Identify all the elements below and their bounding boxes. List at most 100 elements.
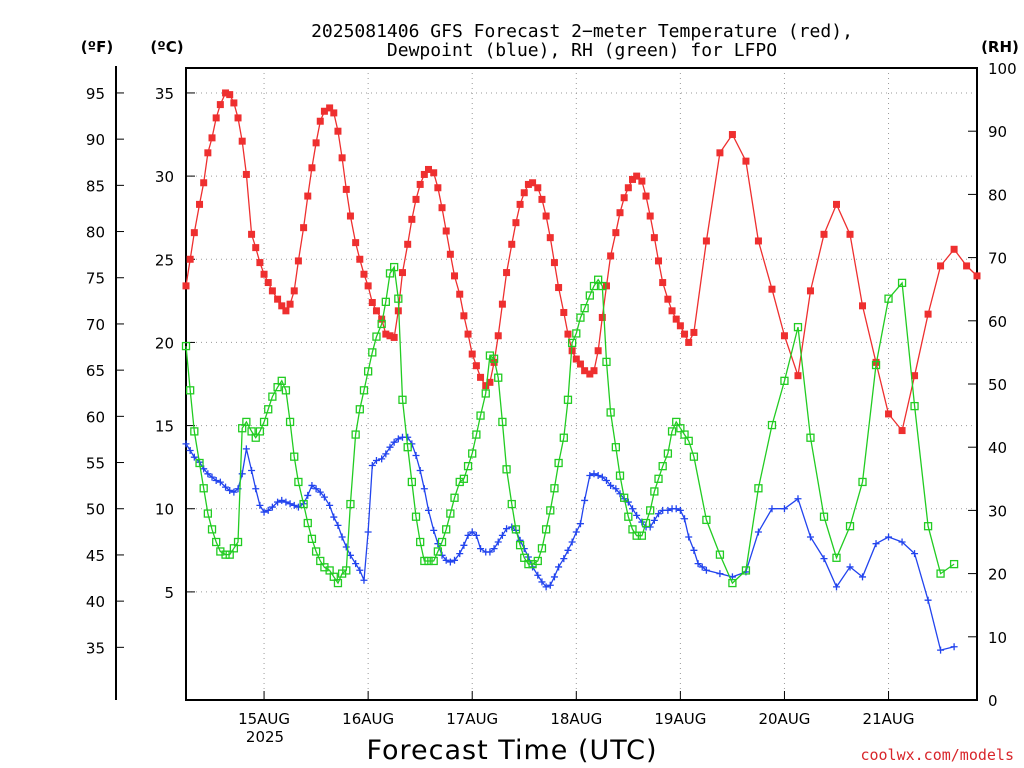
dewpoint-point: [477, 545, 485, 553]
temperature-point: [342, 185, 350, 193]
temperature-point: [668, 307, 676, 315]
fahrenheit-axis-label: (ºF): [81, 38, 113, 56]
rh-tick-label: 40: [988, 439, 1007, 457]
rh-axis-label: (RH): [981, 38, 1019, 56]
temperature-point: [308, 164, 316, 172]
rh-point: [632, 531, 641, 540]
temperature-point: [208, 134, 216, 142]
dewpoint-point: [498, 531, 506, 539]
celsius-tick-label: 30: [155, 168, 174, 186]
rh-tick-label: 20: [988, 566, 1007, 584]
dewpoint-point: [342, 543, 350, 551]
dewpoint-point: [602, 476, 610, 484]
temperature-point: [386, 332, 394, 340]
temperature-point: [248, 230, 256, 238]
rh-point: [238, 424, 247, 433]
dewpoint-point: [256, 501, 264, 509]
dewpoint-point: [204, 470, 212, 478]
dewpoint-point: [508, 523, 516, 531]
dewpoint-point: [698, 563, 706, 571]
temperature-point: [973, 272, 981, 280]
temperature-point: [546, 234, 554, 242]
dewpoint-point: [859, 573, 867, 581]
celsius-tick-label: 35: [155, 85, 174, 103]
temperature-point: [728, 131, 736, 139]
dewpoint-point: [820, 555, 828, 563]
temperature-point: [464, 330, 472, 338]
temperature-point: [264, 279, 272, 287]
fahrenheit-tick-label: 95: [86, 85, 105, 103]
rh-point: [433, 547, 443, 556]
rh-point: [264, 405, 273, 414]
fahrenheit-tick-label: 35: [86, 639, 105, 657]
temperature-point: [564, 330, 572, 338]
temperature-point: [820, 230, 828, 238]
temperature-point: [472, 362, 480, 370]
dewpoint-point: [542, 583, 550, 591]
dewpoint-point: [360, 576, 368, 584]
dewpoint-point: [655, 510, 663, 518]
rh-point: [780, 376, 789, 385]
rh-tick-label: 30: [988, 502, 1007, 520]
rh-point: [390, 262, 399, 272]
temperature-point: [529, 179, 537, 187]
temperature-point: [230, 99, 238, 107]
credit-text[interactable]: coolwx.com/models: [860, 746, 1014, 764]
rh-point: [585, 291, 594, 300]
dewpoint-point: [598, 473, 606, 481]
temperature-point: [320, 107, 328, 115]
temperature-point: [576, 360, 584, 368]
rh-point: [346, 499, 355, 509]
dewpoint-point: [364, 528, 372, 536]
fahrenheit-tick-label: 75: [86, 270, 105, 288]
temperature-point: [581, 367, 589, 375]
rh-point: [316, 556, 325, 566]
temperature-point: [482, 382, 490, 390]
rh-point: [559, 433, 568, 442]
series: [181, 89, 981, 654]
dewpoint-point: [672, 505, 680, 513]
rh-tick-label: 70: [988, 250, 1007, 268]
temperature-point: [924, 310, 932, 318]
dewpoint-point: [320, 493, 328, 501]
dewpoint-point: [382, 450, 390, 458]
dewpoint-point: [326, 501, 334, 509]
dewpoint-point: [216, 478, 224, 486]
rh-point: [299, 499, 308, 509]
series-rh: [181, 262, 959, 588]
dewpoint-point: [430, 526, 438, 534]
rh-point: [407, 477, 417, 487]
rh-point: [533, 556, 542, 566]
rh-point: [251, 433, 260, 442]
rh-point: [936, 569, 945, 578]
rh-point: [949, 559, 959, 569]
rh-point: [285, 417, 295, 427]
dewpoint-point: [304, 491, 312, 499]
x-tick-label: 19AUG: [654, 710, 706, 728]
temperature-point: [498, 300, 506, 308]
dewpoint-point: [638, 518, 646, 526]
rh-point: [476, 411, 485, 420]
rh-point: [437, 537, 447, 547]
temperature-point: [286, 300, 294, 308]
temperature-point: [655, 257, 663, 265]
rh-point: [515, 541, 525, 550]
fahrenheit-tick-label: 50: [86, 501, 105, 519]
dewpoint-point: [312, 485, 320, 493]
rh-point: [355, 405, 364, 414]
temperature-point: [368, 299, 376, 307]
rh-point: [281, 386, 291, 395]
rh-point: [329, 572, 338, 581]
rh-point: [594, 275, 603, 284]
celsius-tick-labels: 5 10 15 20 25 30 35: [155, 85, 195, 602]
rh-point: [819, 512, 829, 521]
rh-point: [420, 556, 429, 566]
temperature-point: [963, 262, 971, 270]
dewpoint-point: [464, 531, 472, 539]
rh-point: [598, 281, 607, 291]
rh-point: [637, 531, 647, 540]
temperature-point: [754, 237, 762, 245]
dewpoint-point: [352, 560, 360, 568]
temperature-point: [196, 200, 204, 208]
temperature-point: [378, 315, 386, 323]
